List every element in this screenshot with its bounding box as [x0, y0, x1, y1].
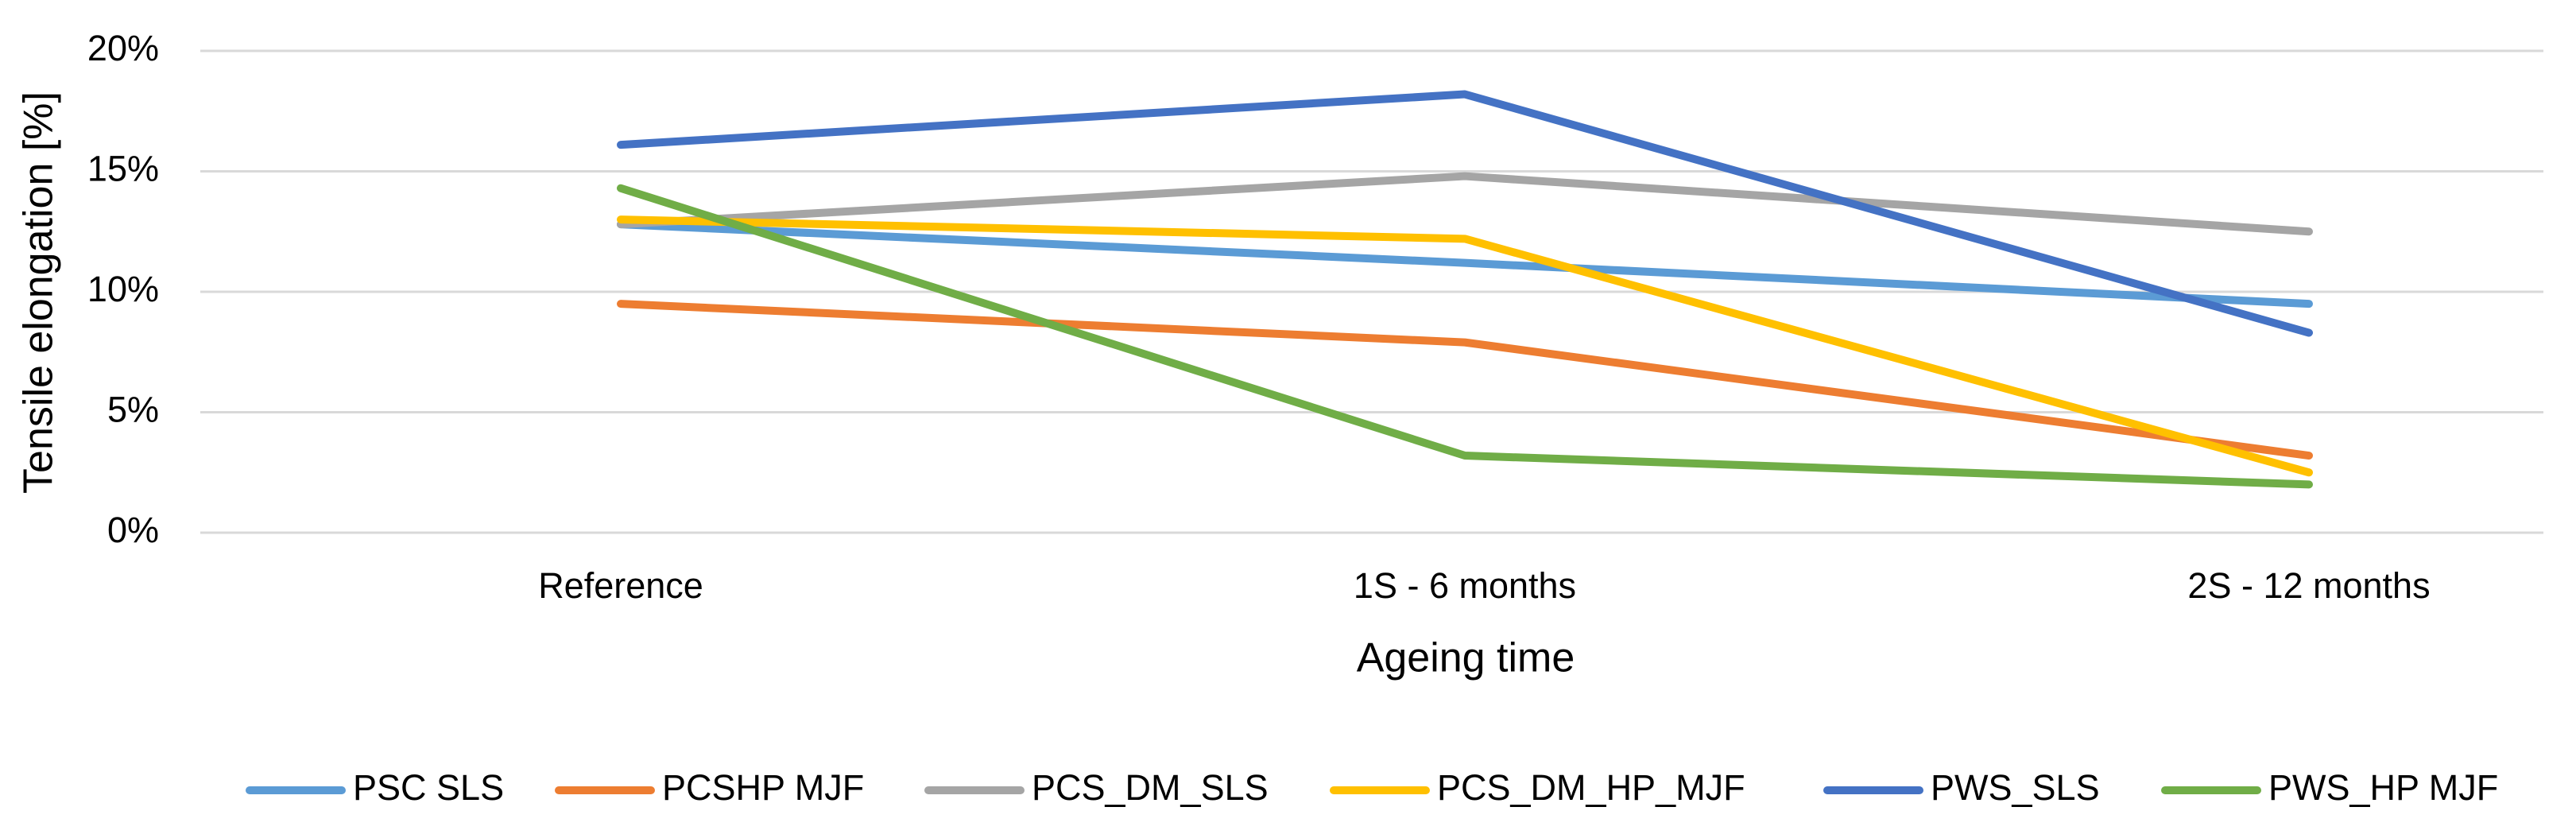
data-line	[617, 215, 2313, 477]
y-tick-label: 10%	[87, 269, 159, 309]
x-tick-label: 2S - 12 months	[2187, 565, 2430, 606]
x-tick-label: Reference	[538, 565, 703, 606]
legend-label: PWS_SLS	[1931, 767, 2100, 808]
x-tick-label: 1S - 6 months	[1354, 565, 1576, 606]
data-line	[617, 90, 2313, 337]
legend-label: PWS_HP MJF	[2268, 767, 2498, 808]
legend-label: PSC SLS	[353, 767, 504, 808]
data-line	[617, 300, 2313, 460]
legend-label: PCS_DM_SLS	[1032, 767, 1269, 808]
x-axis-title: Ageing time	[1357, 635, 1575, 681]
data-line	[617, 220, 2313, 308]
y-tick-label: 0%	[107, 510, 159, 550]
y-tick-label: 20%	[87, 28, 159, 68]
y-tick-label: 15%	[87, 148, 159, 188]
legend-label: PCSHP MJF	[662, 767, 864, 808]
data-line	[617, 184, 2313, 489]
y-tick-label: 5%	[107, 389, 159, 429]
legend-label: PCS_DM_HP_MJF	[1437, 767, 1745, 808]
y-axis-title: Tensile elongation [%]	[16, 91, 62, 494]
data-line	[617, 172, 2313, 236]
